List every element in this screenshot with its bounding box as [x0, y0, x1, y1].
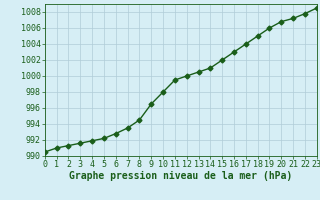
X-axis label: Graphe pression niveau de la mer (hPa): Graphe pression niveau de la mer (hPa) — [69, 171, 292, 181]
